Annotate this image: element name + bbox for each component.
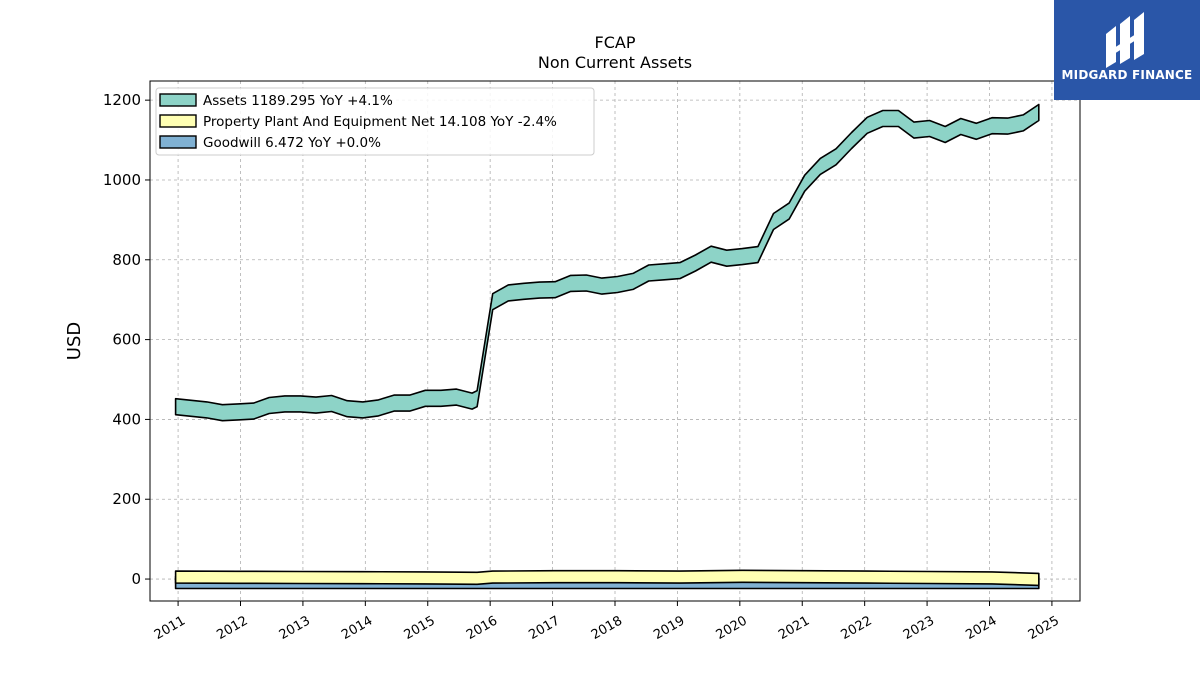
legend-swatch — [159, 135, 197, 149]
x-tick-label: 2020 — [714, 613, 750, 643]
y-tick-label: 600 — [112, 331, 141, 349]
x-tick-label: 2024 — [963, 613, 999, 643]
brand-mark-icon — [1106, 12, 1144, 68]
x-tick-label: 2021 — [776, 613, 812, 643]
series-band-property-plant-and-equipment-net — [174, 569, 1040, 587]
y-tick-label: 400 — [112, 410, 141, 428]
y-tick-label: 1200 — [103, 91, 141, 109]
legend-entry: Assets 1189.295 YoY +4.1% — [203, 93, 393, 109]
y-axis-label: USD — [64, 322, 85, 360]
x-tick-label: 2012 — [214, 613, 250, 643]
x-tick-label: 2018 — [589, 613, 625, 643]
x-tick-label: 2014 — [339, 613, 375, 643]
legend-entry: Property Plant And Equipment Net 14.108 … — [203, 114, 557, 130]
x-tick-label: 2025 — [1026, 613, 1062, 643]
x-tick-label: 2011 — [152, 613, 188, 643]
x-tick-label: 2015 — [402, 613, 438, 643]
series-band-assets — [174, 103, 1040, 422]
x-tick-label: 2016 — [464, 613, 500, 643]
y-tick-label: 800 — [112, 251, 141, 269]
x-tick-label: 2017 — [526, 613, 562, 643]
x-tick-label: 2023 — [901, 613, 937, 643]
legend-box — [155, 87, 595, 156]
y-tick-label: 200 — [112, 490, 141, 508]
chart-subtitle: Non Current Assets — [537, 53, 693, 72]
legend-swatch — [159, 93, 197, 107]
y-tick-label: 0 — [131, 570, 141, 588]
brand-name: MIDGARD FINANCE — [1061, 68, 1193, 82]
x-tick-label: 2022 — [839, 613, 875, 643]
legend: Assets 1189.295 YoY +4.1% Property Plant … — [155, 87, 595, 156]
legend-swatch — [159, 114, 197, 128]
legend-entry: Goodwill 6.472 YoY +0.0% — [203, 135, 381, 151]
x-tick-label: 2019 — [651, 613, 687, 643]
chart-title: FCAP — [594, 33, 636, 52]
y-tick-label: 1000 — [103, 171, 141, 189]
x-tick-label: 2013 — [277, 613, 313, 643]
brand-logo: MIDGARD FINANCE — [1054, 0, 1200, 100]
